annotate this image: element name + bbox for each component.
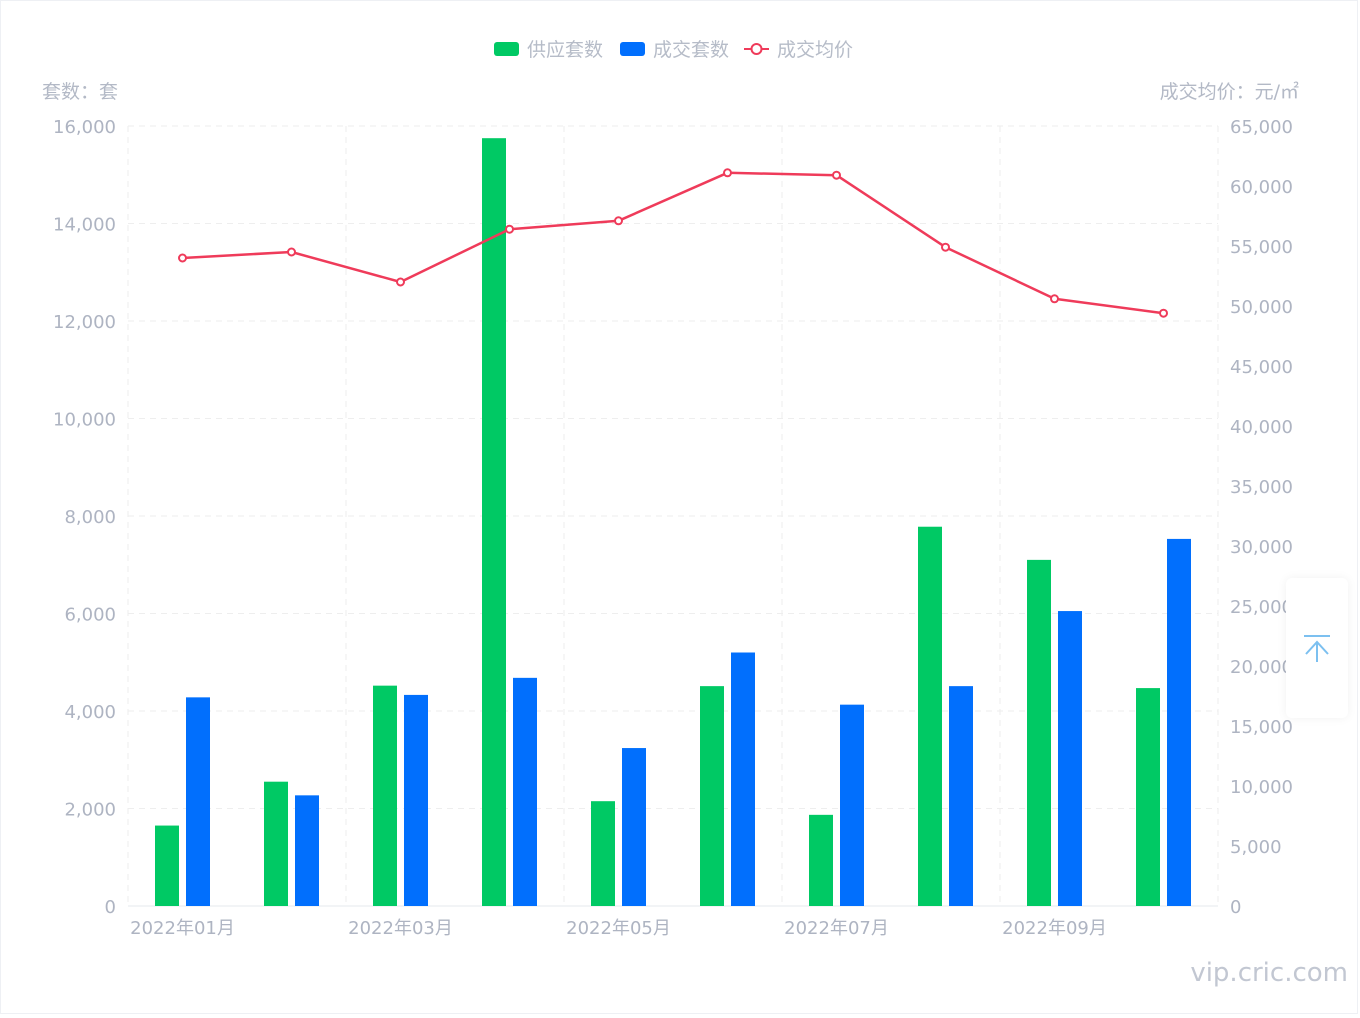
bar-supply[interactable] [809,814,833,906]
y-left-tick-label: 10,000 [53,410,116,431]
y-right-tick-label: 40,000 [1230,417,1293,438]
price-point[interactable] [505,224,514,234]
y-left-tick-label: 6,000 [64,605,116,626]
legend-label: 成交均价 [777,39,853,61]
price-point[interactable] [941,242,950,252]
bar-deal[interactable] [622,748,646,906]
y-right-tick-label: 45,000 [1230,357,1293,378]
legend-swatch [620,42,645,56]
price-line [178,168,1168,318]
bar-deal[interactable] [186,697,210,906]
y-right-tick-label: 30,000 [1230,537,1293,558]
y-left-tick-label: 4,000 [64,702,116,723]
x-tick-label: 2022年01月 [130,918,235,939]
bar-supply[interactable] [591,801,615,906]
right-axis-unit: 成交均价：元/㎡ [1160,80,1299,103]
grid [127,125,1219,906]
y-right-tick-label: 25,000 [1230,597,1293,618]
price-point[interactable] [287,247,296,257]
price-point[interactable] [1050,294,1059,304]
y-right-tick-label: 35,000 [1230,477,1293,498]
bar-deal[interactable] [949,686,973,906]
price-point[interactable] [1159,308,1168,318]
x-tick-label: 2022年03月 [348,918,453,939]
x-tick-label: 2022年07月 [784,918,889,939]
legend-item[interactable]: 供应套数 [494,39,603,61]
bar-supply[interactable] [264,781,288,906]
bar-supply[interactable] [155,825,179,906]
y-left-tick-label: 16,000 [53,117,116,138]
bar-deal[interactable] [295,795,319,906]
price-point[interactable] [832,170,841,180]
axes: 0 2,000 4,000 6,000 8,000 10,000 12,000 14,000 1… [53,117,1293,939]
bar-supply[interactable] [700,686,724,906]
watermark: vip.cric.com [1190,958,1348,988]
price-point[interactable] [396,277,405,287]
y-right-tick-label: 55,000 [1230,237,1293,258]
y-left-tick-label: 14,000 [53,215,116,236]
bar-deal[interactable] [1058,611,1082,906]
y-right-tick-label: 60,000 [1230,177,1293,198]
bar-supply[interactable] [1027,559,1051,906]
y-right-tick-label: 5,000 [1230,837,1282,858]
bar-deal[interactable] [1167,538,1191,906]
bar-deal[interactable] [404,694,428,906]
y-right-tick-label: 20,000 [1230,657,1293,678]
legend-label: 供应套数 [527,39,603,61]
left-axis-unit: 套数：套 [42,81,118,103]
y-left-tick-label: 0 [105,897,116,918]
y-left-tick-label: 8,000 [64,507,116,528]
y-right-tick-label: 0 [1230,897,1241,918]
legend-label: 成交套数 [653,39,729,61]
back-to-top-button[interactable] [1286,578,1348,718]
y-left-tick-label: 12,000 [53,312,116,333]
price-line-path [182,171,1164,315]
price-point[interactable] [614,216,623,226]
bar-supply[interactable] [373,685,397,906]
legend-item[interactable]: 成交套数 [620,39,729,61]
bar-deal[interactable] [513,677,537,906]
bars [155,138,1191,906]
x-tick-label: 2022年05月 [566,918,671,939]
legend-item[interactable]: 成交均价 [744,39,853,61]
bar-deal[interactable] [731,652,755,907]
x-tick-label: 2022年09月 [1002,918,1107,939]
y-right-tick-label: 65,000 [1230,117,1293,138]
bar-supply[interactable] [482,138,506,906]
price-point[interactable] [178,253,187,263]
legend-swatch [494,42,519,56]
price-point[interactable] [723,168,732,178]
bar-supply[interactable] [918,526,942,906]
y-right-tick-label: 50,000 [1230,297,1293,318]
y-left-tick-label: 2,000 [64,800,116,821]
y-right-tick-label: 15,000 [1230,717,1293,738]
y-right-tick-label: 10,000 [1230,777,1293,798]
bar-deal[interactable] [840,704,864,906]
bar-supply[interactable] [1136,688,1160,906]
legend-swatch-marker [750,43,763,55]
legend[interactable]: 供应套数 成交套数 成交均价 [494,39,853,61]
arrow-up-to-top-icon [1304,635,1330,662]
